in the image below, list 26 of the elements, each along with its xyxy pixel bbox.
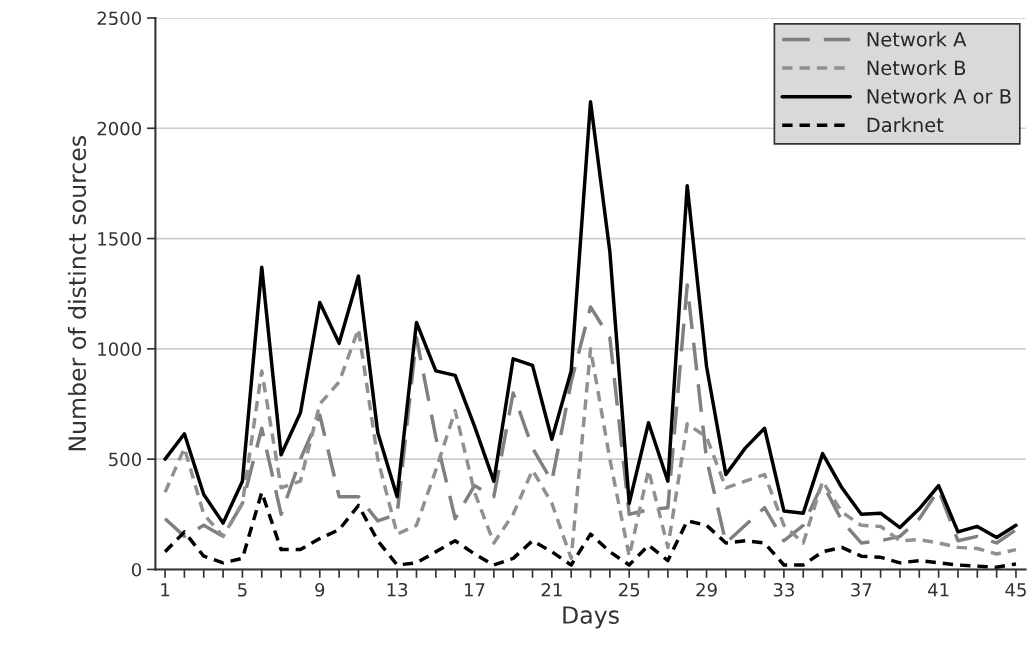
- y-tick-label: 0: [131, 562, 142, 577]
- legend-label: Darknet: [867, 117, 944, 133]
- y-tick-label: 2000: [97, 121, 142, 136]
- x-tick-label: 1: [161, 583, 170, 597]
- line-series: [163, 283, 1018, 545]
- line-series: [163, 490, 1018, 569]
- legend-label: Network A: [867, 31, 967, 47]
- x-tick-label: 25: [619, 582, 640, 597]
- legend-label: Network B: [867, 60, 966, 76]
- x-tick-label: 17: [464, 583, 485, 597]
- x-tick-label: 33: [773, 582, 794, 597]
- x-tick-label: 9: [315, 582, 325, 597]
- x-axis-title: Days: [563, 606, 619, 629]
- x-tick-label: 21: [541, 582, 562, 597]
- y-tick-label: 1000: [98, 342, 142, 356]
- y-tick-label: 500: [109, 452, 142, 467]
- x-tick-label: 5: [238, 583, 247, 597]
- x-tick-label: 45: [1005, 583, 1026, 597]
- x-tick-label: 41: [928, 583, 949, 597]
- x-tick-label: 37: [851, 582, 872, 597]
- y-tick-label: 1500: [98, 232, 142, 246]
- x-tick-label: 29: [696, 582, 717, 597]
- y-axis-title: Number of distinct sources: [67, 136, 87, 451]
- legend-label: Network A or B: [867, 88, 1011, 104]
- y-tick-label: 2500: [97, 11, 142, 26]
- x-tick-label: 13: [387, 582, 408, 597]
